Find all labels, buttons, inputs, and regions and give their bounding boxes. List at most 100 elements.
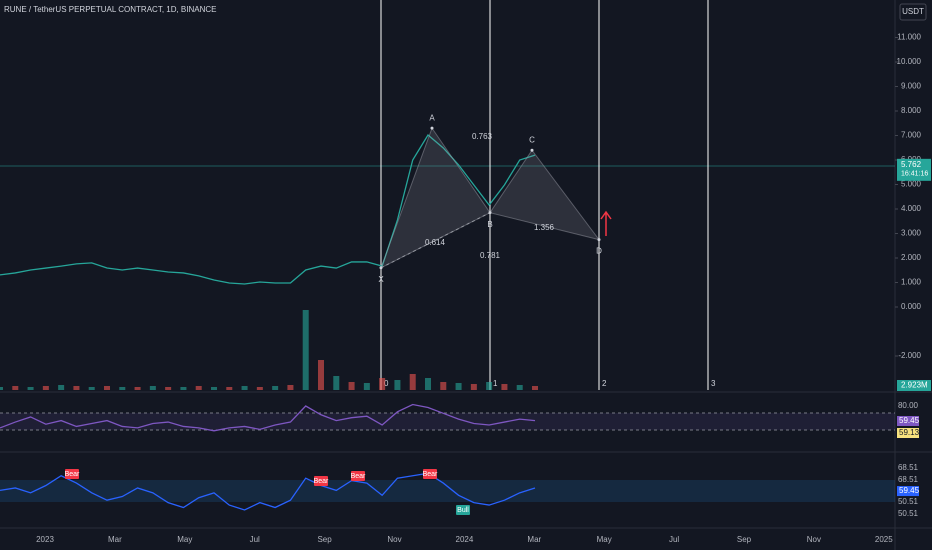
time-tick: Mar — [527, 535, 541, 544]
volume-bar — [88, 387, 95, 390]
price-tick: 2.000 — [901, 253, 922, 262]
price-tick: 11.000 — [897, 33, 921, 42]
time-tick: 2024 — [456, 535, 474, 544]
volume-bar — [149, 386, 156, 390]
volume-bar — [486, 382, 493, 390]
volume-bar — [363, 383, 370, 390]
rsi-band — [0, 413, 895, 430]
rsi-box — [897, 416, 919, 426]
volume-bar — [516, 385, 523, 390]
osc-box — [897, 486, 919, 497]
last-price-box — [897, 158, 931, 181]
volume-bar — [226, 387, 233, 390]
time-tick: Jul — [669, 535, 679, 544]
price-tick: 4.000 — [901, 204, 922, 213]
price-line — [0, 134, 536, 285]
volume-bar — [104, 386, 110, 390]
time-tick: 2023 — [36, 535, 54, 544]
volume-box — [897, 380, 931, 391]
pattern-label: B — [487, 220, 492, 229]
volume-bar — [42, 386, 49, 390]
volume-bar — [241, 386, 248, 390]
price-tick: 1.000 — [901, 278, 922, 287]
time-tick: Nov — [387, 535, 401, 544]
pattern-label: D — [596, 247, 602, 256]
cycle-label: 0 — [384, 379, 389, 388]
volume-bar — [211, 387, 217, 390]
pattern-label: X — [378, 275, 384, 284]
osc-tick: 68.51 — [898, 475, 919, 484]
volume-bar — [12, 386, 19, 390]
title: RUNE / TetherUS PERPETUAL CONTRACT, 1D, … — [4, 5, 217, 14]
osc-tick: 68.51 — [898, 463, 919, 472]
cycle-label: 2 — [602, 379, 607, 388]
pattern-point — [597, 238, 601, 242]
volume-bar — [287, 385, 294, 390]
last-price: 5.762 — [901, 160, 922, 169]
signal-box — [351, 471, 365, 481]
time-tick: Jul — [250, 535, 260, 544]
pattern-label: C — [529, 135, 535, 144]
volume-bar — [0, 387, 3, 390]
volume-bar — [302, 310, 309, 390]
price-tick: 3.000 — [901, 229, 922, 238]
osc-tick: 50.51 — [898, 497, 919, 506]
volume-bar — [119, 387, 126, 390]
ratio: 0.781 — [480, 251, 501, 260]
volume-bar — [27, 387, 34, 390]
volume-bar — [409, 374, 416, 390]
osc-line — [0, 472, 536, 511]
volume-bar — [73, 386, 80, 390]
arrow — [600, 210, 612, 236]
currency[interactable]: USDT — [902, 7, 924, 16]
ratio: 0.614 — [425, 238, 446, 247]
pattern-point — [488, 211, 492, 215]
countdown: 16:41:16 — [901, 171, 928, 178]
volume-bar — [348, 382, 355, 390]
cycle-label: 1 — [493, 379, 498, 388]
signal: Bull — [457, 507, 469, 514]
time-tick: Sep — [317, 535, 332, 544]
time-tick: Nov — [807, 535, 821, 544]
volume-bar — [180, 387, 187, 390]
volume-bar — [134, 387, 141, 390]
price-tick: -2.000 — [898, 351, 921, 360]
price-tick: 10.000 — [897, 57, 922, 66]
price-tick: 7.000 — [901, 131, 922, 140]
time-tick: May — [177, 535, 192, 544]
volume-bar — [272, 386, 279, 390]
volume-bar — [425, 378, 431, 390]
rsi-tick: 80.00 — [898, 401, 919, 410]
volume-bar — [532, 386, 538, 390]
time-tick: 2025 — [875, 535, 893, 544]
currency-box[interactable] — [899, 3, 927, 21]
ratio: 0.763 — [472, 132, 493, 141]
volume-bar — [333, 376, 340, 390]
price-tick: 0.000 — [901, 302, 922, 311]
pattern-xb — [380, 212, 491, 269]
ma-box — [897, 428, 919, 438]
signal-box — [423, 469, 437, 479]
pattern-point — [430, 126, 434, 130]
signal: Bear — [351, 473, 366, 480]
time-tick: May — [597, 535, 612, 544]
volume-bar — [58, 385, 65, 390]
time-tick: Sep — [737, 535, 752, 544]
price-tick: 5.000 — [901, 180, 922, 189]
volume-bar — [379, 378, 386, 390]
cycle-label: 3 — [711, 379, 716, 388]
osc-value: 59.45 — [899, 486, 920, 495]
signal: Bear — [314, 478, 329, 485]
volume-label: 2.923M — [901, 381, 928, 390]
signal-box — [456, 505, 470, 515]
osc-band — [0, 480, 895, 502]
volume-bar — [256, 387, 263, 390]
signal: Bear — [65, 471, 80, 478]
pattern-point — [379, 266, 383, 270]
signal-box — [314, 476, 328, 486]
volume-bar — [195, 386, 202, 390]
osc-tick: 50.51 — [898, 509, 919, 518]
volume-bar — [455, 383, 462, 390]
ma-value: 59.13 — [899, 428, 920, 437]
